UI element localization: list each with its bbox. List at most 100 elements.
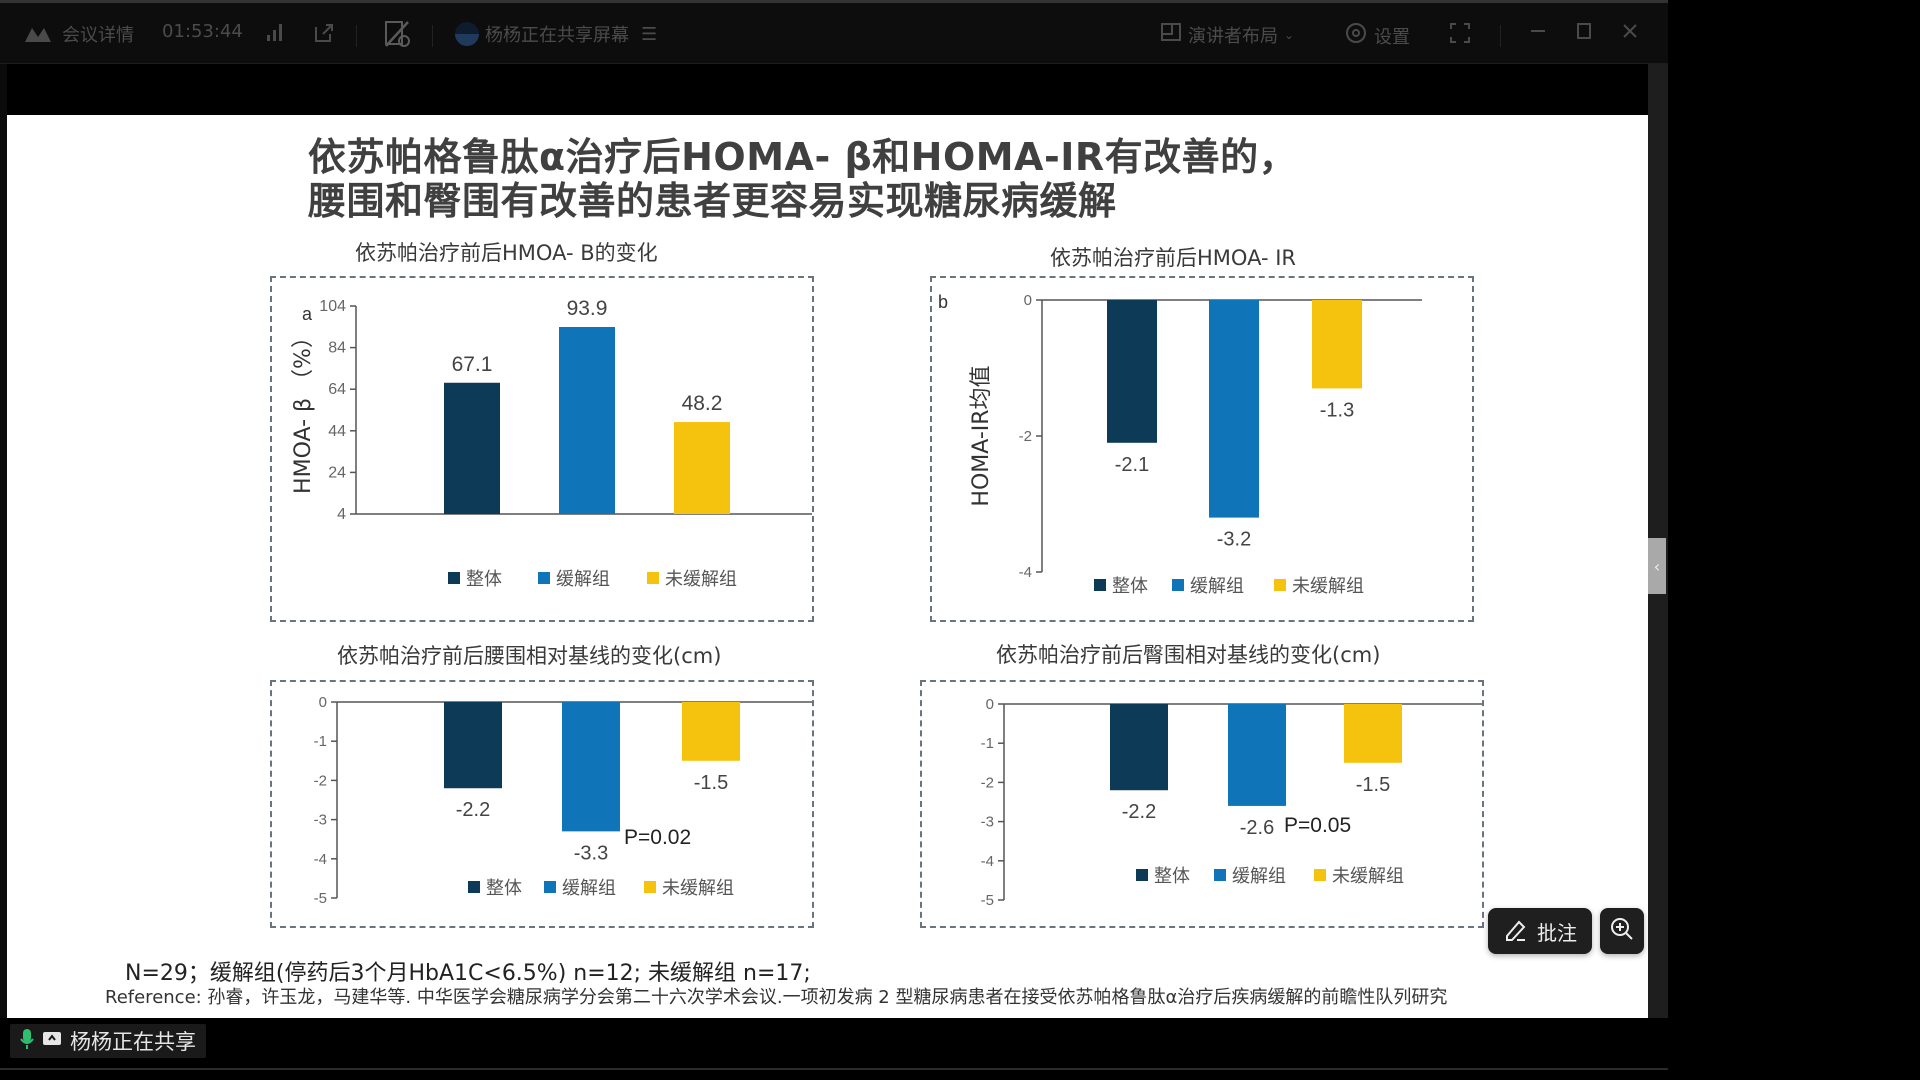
- share-top-margin: [7, 64, 1648, 115]
- legend-swatch: [538, 572, 550, 584]
- meeting-details-label: 会议详情: [62, 25, 134, 46]
- legend-swatch: [1172, 579, 1184, 591]
- y-axis-label: HOMA-IR均值: [969, 365, 994, 506]
- legend-swatch: [544, 881, 556, 893]
- y-tick-label: -2: [314, 772, 327, 789]
- chart-b-plot: 0 -2 -4 -2.1 -3.2 -1.3 整体 缓解组 未缓解组 HOMA-IR均值 b: [938, 292, 1422, 597]
- data-label: 93.9: [567, 297, 608, 320]
- data-label: -1.3: [1320, 399, 1354, 421]
- bar-未缓解组: [1312, 300, 1362, 389]
- legend-label: 缓解组: [1190, 576, 1244, 597]
- legend-label: 缓解组: [556, 569, 610, 590]
- legend-label: 未缓解组: [665, 569, 737, 590]
- toolbar-divider: [432, 25, 433, 47]
- legend-swatch: [647, 572, 659, 584]
- slide-title: 依苏帕格鲁肽α治疗后HOMA- β和HOMA-IR有改善的， 腰围和臀围有改善的…: [308, 135, 1297, 223]
- legend-swatch: [1274, 579, 1286, 591]
- y-tick-label: -4: [1019, 564, 1032, 581]
- y-tick-label: -2: [981, 774, 994, 791]
- y-tick-label: -4: [314, 851, 327, 868]
- sharing-status-label: 杨杨正在共享屏幕: [485, 25, 629, 46]
- chart-b: 0 -2 -4 -2.1 -3.2 -1.3 整体 缓解组 未缓解组 HOMA-IR均值 b: [930, 276, 1474, 622]
- data-label: -3.2: [1217, 529, 1251, 551]
- bar-整体: [444, 382, 500, 514]
- zoom-in-icon: [1609, 916, 1635, 947]
- legend-swatch: [1136, 869, 1148, 881]
- shared-slide: 依苏帕格鲁肽α治疗后HOMA- β和HOMA-IR有改善的， 腰围和臀围有改善的…: [7, 115, 1648, 1018]
- p-value-annotation: P=0.02: [624, 826, 691, 849]
- bar-未缓解组: [1344, 704, 1402, 763]
- y-tick-label: -3: [981, 814, 994, 831]
- meeting-details-button[interactable]: 会议详情: [24, 21, 134, 47]
- data-label: -2.2: [456, 799, 490, 821]
- screen-share-icon: [42, 1029, 62, 1053]
- sharing-status[interactable]: 杨杨正在共享屏幕 ☰: [455, 21, 657, 47]
- zoom-in-button[interactable]: [1600, 908, 1644, 954]
- annotate-button[interactable]: 批注: [1488, 908, 1592, 954]
- toolbar-divider: [356, 25, 357, 47]
- legend-swatch: [468, 881, 480, 893]
- layout-dropdown[interactable]: 演讲者布局 ⌄: [1160, 21, 1294, 48]
- annotate-label: 批注: [1537, 920, 1577, 945]
- layout-label: 演讲者布局: [1188, 25, 1278, 47]
- sharing-badge[interactable]: 杨杨正在共享: [10, 1024, 206, 1058]
- timer-text: 01:53:44: [162, 21, 243, 42]
- legend-swatch: [1214, 869, 1226, 881]
- chart-d-title: 依苏帕治疗前后臀围相对基线的变化(cm): [996, 643, 1381, 667]
- layout-icon: [1160, 21, 1182, 48]
- settings-label: 设置: [1374, 26, 1410, 48]
- slide-title-line2: 腰围和臀围有改善的患者更容易实现糖尿病缓解: [308, 179, 1117, 223]
- close-icon[interactable]: [1620, 21, 1640, 41]
- chart-b-title: 依苏帕治疗前后HMOA- IR: [1050, 246, 1297, 270]
- network-signal-icon[interactable]: [264, 21, 286, 43]
- y-tick-label: 0: [1024, 292, 1032, 309]
- legend-swatch: [1314, 869, 1326, 881]
- settings-button[interactable]: 设置: [1344, 21, 1410, 50]
- y-axis-label: HMOA- β （%）: [291, 326, 316, 494]
- gear-icon: [1344, 21, 1368, 50]
- toolbar-divider: [1500, 25, 1501, 47]
- y-tick-label: -1: [981, 735, 994, 752]
- bottom-status-bar: 杨杨正在共享: [0, 1018, 1668, 1070]
- y-tick-label: 0: [986, 696, 994, 713]
- data-label: -2.6: [1240, 817, 1274, 839]
- y-tick-label: 44: [328, 423, 346, 440]
- legend-swatch: [1094, 579, 1106, 591]
- bar-缓解组: [1209, 300, 1259, 518]
- popout-icon[interactable]: [312, 21, 336, 45]
- y-tick-label: 4: [337, 506, 346, 523]
- y-tick-label: 24: [328, 464, 346, 481]
- fullscreen-icon[interactable]: [1448, 21, 1472, 45]
- y-tick-label: 0: [319, 694, 327, 711]
- maximize-icon[interactable]: [1574, 21, 1594, 41]
- minimize-icon[interactable]: [1528, 21, 1548, 41]
- panel-label: a: [302, 304, 313, 324]
- expand-side-panel-button[interactable]: ‹: [1648, 538, 1666, 594]
- bar-缓解组: [559, 327, 615, 514]
- legend-label: 整体: [1112, 576, 1148, 597]
- y-tick-label: 64: [328, 381, 346, 398]
- panel-label: b: [938, 292, 948, 312]
- stop-annotation-icon[interactable]: [382, 19, 412, 49]
- app-logo-icon: [24, 25, 56, 43]
- reference-text: Reference: 孙睿，许玉龙，马建华等. 中华医学会糖尿病学分会第二十六次…: [105, 987, 1448, 1008]
- chevron-down-icon: ⌄: [1284, 27, 1295, 42]
- chart-d-plot: 0 -1 -2 -3 -4 -5 -2.2 -2.6 -1.5 整体 缓解组 未缓解组 P=0.05: [981, 696, 1482, 909]
- data-label: -3.3: [574, 842, 608, 864]
- y-tick-label: 104: [319, 298, 346, 315]
- y-tick-label: -1: [314, 733, 327, 750]
- legend-label: 未缓解组: [662, 878, 734, 899]
- legend-swatch: [448, 572, 460, 584]
- chart-a: 104 84 64 44 24 4 67.1 93.9 48.2 整体 缓解组 未缓解组 HMOA- β…: [270, 276, 814, 622]
- legend-swatch: [644, 881, 656, 893]
- legend-label: 整体: [486, 878, 522, 899]
- legend-label: 缓解组: [1232, 866, 1286, 887]
- p-value-annotation: P=0.05: [1284, 814, 1351, 837]
- y-tick-label: -3: [314, 812, 327, 829]
- data-label: 48.2: [682, 392, 723, 415]
- pencil-icon: [1503, 916, 1529, 947]
- chart-c: 0 -1 -2 -3 -4 -5 -2.2 -3.3 -1.5 整体 缓解组 未缓解组 P=0.02: [270, 680, 814, 928]
- bar-整体: [1107, 300, 1157, 443]
- y-tick-label: -4: [981, 853, 994, 870]
- bar-缓解组: [562, 702, 620, 832]
